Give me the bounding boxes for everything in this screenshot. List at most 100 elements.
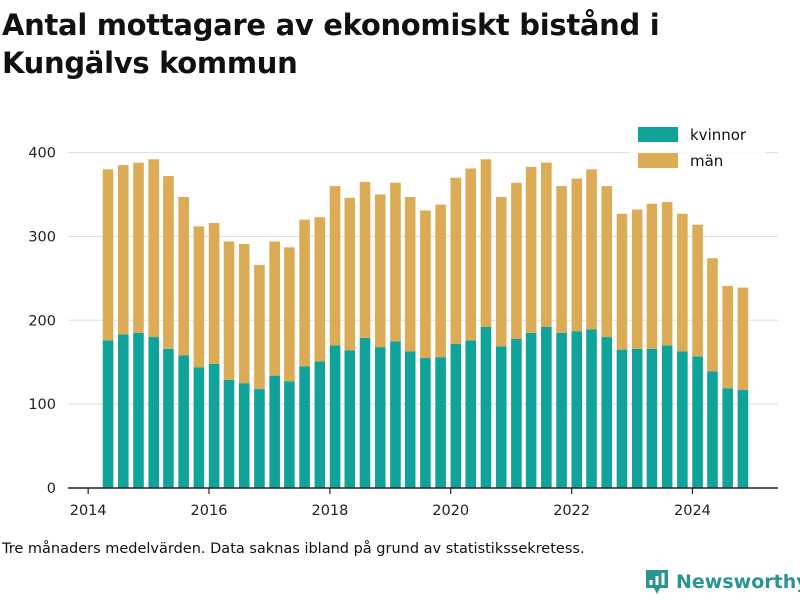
x-tick-label: 2016: [191, 503, 228, 519]
bar-man: [284, 247, 295, 382]
bar-kvinnor: [390, 341, 401, 488]
bar-kvinnor: [178, 355, 189, 488]
bar-kvinnor: [329, 345, 341, 488]
bar-man: [571, 178, 583, 332]
bar-man: [450, 177, 462, 344]
bar-man: [178, 197, 189, 356]
bar-kvinnor: [707, 371, 718, 488]
x-tick-label: 2014: [70, 503, 107, 519]
bar-kvinnor: [148, 337, 160, 488]
bar-man: [541, 162, 552, 327]
bar-kvinnor: [269, 375, 280, 488]
bar-man: [390, 182, 401, 342]
x-tick-label: 2022: [553, 503, 590, 519]
bar-kvinnor: [193, 367, 205, 488]
x-tick-label: 2018: [311, 503, 348, 519]
bar-kvinnor: [737, 389, 749, 488]
bar-man: [480, 159, 492, 327]
bar-kvinnor: [495, 346, 507, 488]
bar-man: [404, 197, 416, 352]
y-tick-label: 400: [28, 146, 56, 162]
brand-name: Newsworthy: [676, 571, 800, 593]
bar-kvinnor: [465, 340, 477, 488]
legend: kvinnor män: [630, 122, 766, 180]
bar-man: [117, 165, 129, 335]
brand[interactable]: Newsworthy: [644, 568, 800, 596]
legend-swatch: [638, 153, 678, 168]
bar-man: [163, 176, 174, 349]
bar-man: [344, 197, 356, 351]
bar-man: [525, 166, 537, 333]
bar-man: [495, 197, 507, 347]
bar-kvinnor: [435, 357, 446, 488]
bar-man: [374, 194, 386, 348]
bar-man: [238, 243, 250, 384]
bar-man: [102, 169, 114, 341]
bar-kvinnor: [223, 379, 235, 488]
bar-man: [737, 287, 749, 390]
x-tick-label: 2024: [674, 503, 711, 519]
bar-man: [616, 213, 628, 350]
bar-man: [193, 226, 205, 368]
bar-kvinnor: [208, 363, 220, 488]
legend-label: kvinnor: [690, 126, 747, 144]
bar-man: [314, 217, 326, 362]
bar-man: [722, 285, 733, 389]
bar-man: [148, 159, 160, 338]
bar-kvinnor: [102, 340, 114, 488]
bar-man: [511, 182, 522, 339]
y-tick-label: 0: [47, 481, 56, 497]
bar-man: [208, 223, 220, 364]
bar-kvinnor: [556, 332, 567, 488]
bar-kvinnor: [238, 383, 250, 488]
bar-kvinnor: [133, 332, 144, 488]
bar-man: [420, 210, 431, 359]
bar-kvinnor: [541, 327, 552, 488]
bar-kvinnor: [374, 347, 386, 488]
bar-kvinnor: [722, 388, 733, 488]
bar-kvinnor: [571, 331, 583, 488]
bar-kvinnor: [299, 366, 310, 488]
bars: [102, 159, 749, 488]
chart-title: Antal mottagare av ekonomiskt bistånd i …: [2, 8, 660, 80]
bar-man: [133, 162, 144, 333]
bar-man: [254, 264, 265, 390]
x-tick-label: 2020: [432, 503, 469, 519]
bar-kvinnor: [163, 348, 174, 488]
bar-man: [435, 204, 446, 358]
legend-label: män: [690, 152, 723, 170]
bar-kvinnor: [284, 381, 295, 488]
bar-kvinnor: [404, 351, 416, 488]
bar-man: [692, 224, 703, 357]
bar-kvinnor: [420, 358, 431, 488]
bar-kvinnor: [254, 389, 265, 488]
newsworthy-logo-icon: [646, 570, 668, 594]
bar-man: [359, 181, 371, 338]
y-tick-label: 200: [28, 313, 56, 329]
bar-man: [269, 241, 280, 376]
bar-man: [299, 219, 310, 367]
bar-kvinnor: [631, 348, 643, 488]
bar-man: [677, 213, 688, 352]
bar-man: [631, 209, 643, 349]
bar-man: [586, 169, 597, 330]
bar-man: [223, 241, 235, 380]
bar-man: [661, 202, 673, 346]
bar-man: [556, 186, 567, 333]
bar-kvinnor: [511, 338, 522, 488]
bar-kvinnor: [646, 348, 658, 488]
bar-kvinnor: [586, 329, 597, 488]
bar-man: [707, 258, 718, 372]
bar-kvinnor: [661, 345, 673, 488]
bar-kvinnor: [480, 327, 492, 488]
bar-kvinnor: [117, 334, 129, 488]
footnote: Tre månaders medelvärden. Data saknas ib…: [2, 541, 585, 557]
bar-kvinnor: [359, 337, 371, 488]
bar-kvinnor: [450, 343, 462, 488]
bar-man: [646, 203, 658, 349]
bar-kvinnor: [525, 332, 537, 488]
bar-man: [601, 186, 613, 338]
y-tick-label: 300: [28, 229, 56, 245]
legend-swatch: [638, 127, 678, 142]
